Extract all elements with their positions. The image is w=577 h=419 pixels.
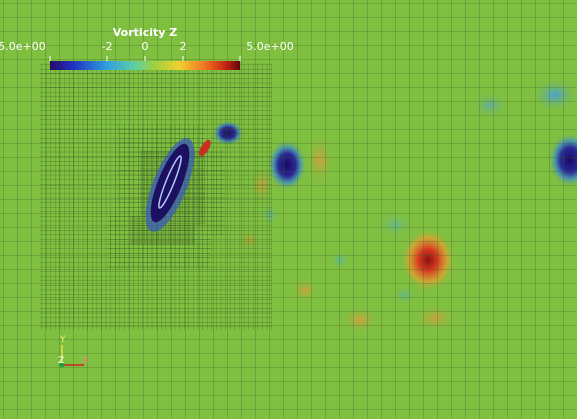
colorbar-tick-label: 0 bbox=[142, 40, 149, 53]
y-label: Y bbox=[59, 335, 66, 345]
viewport: Vorticity Z -5.0e+00 -2 0 2 5.0e+00 Y Z X bbox=[0, 0, 577, 419]
colorbar-tick-label: 2 bbox=[180, 40, 187, 53]
colorbar-title: Vorticity Z bbox=[113, 26, 177, 39]
colorbar-gradient bbox=[50, 61, 240, 70]
z-label: Z bbox=[58, 356, 64, 366]
colorbar-tick-label: -5.0e+00 bbox=[0, 40, 46, 53]
x-label: X bbox=[82, 356, 88, 366]
colorbar-tick-label: -2 bbox=[102, 40, 113, 53]
colorbar-tick-label: 5.0e+00 bbox=[246, 40, 293, 53]
